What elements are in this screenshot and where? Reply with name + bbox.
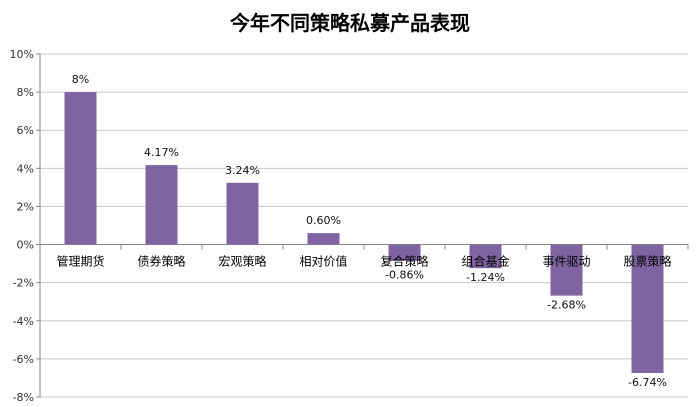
bar [226,182,259,245]
y-tick-labels: 10% 8% 6% 4% 2% 0% -2% -4% -6% -8% [10,48,34,404]
category-label: 事件驱动 [542,255,590,269]
bar [550,244,583,296]
data-label: 4.17% [144,146,179,159]
data-label: -6.74% [628,376,667,389]
data-label: -1.24% [466,271,505,284]
category-label: 宏观策略 [218,254,266,269]
y-tick-label: 4% [17,162,34,175]
category-label: 管理期货 [56,254,104,269]
category-label: 债券策略 [137,254,185,269]
bar [469,244,502,269]
category-label: 股票策略 [623,254,671,269]
y-tick-label: -8% [13,391,34,404]
data-label: 3.24% [225,164,260,177]
data-labels: 8% 4.17% 3.24% 0.60% -0.86% -1.24% -2.68% -6.74… [72,73,667,389]
data-label: -2.68% [547,299,586,312]
y-tick-label: -4% [13,315,34,328]
y-tick-label: 10% [10,48,34,61]
axes [36,53,689,398]
data-label: 0.60% [306,214,341,227]
bars [64,92,664,373]
chart-title: 今年不同策略私募产品表现 [230,11,470,35]
y-tick-label: 8% [17,86,34,99]
y-tick-label: 2% [17,200,34,213]
y-tick-label: 6% [17,124,34,137]
y-tick-label: -2% [13,277,34,290]
y-tick-label: -6% [13,353,34,366]
bar [64,92,97,245]
data-label: 8% [72,73,89,86]
y-tick-label: 0% [17,239,34,252]
bar [307,233,340,245]
category-label: 复合策略 [380,254,428,269]
data-label: -0.86% [385,269,424,282]
category-label: 组合基金 [461,254,509,269]
grid-lines [40,53,688,398]
category-label: 相对价值 [299,254,347,269]
category-labels: 管理期货 债券策略 宏观策略 相对价值 复合策略 组合基金 事件驱动 股票策略 [56,254,671,269]
bar [631,244,664,373]
bar [388,244,421,261]
bar [145,165,178,245]
